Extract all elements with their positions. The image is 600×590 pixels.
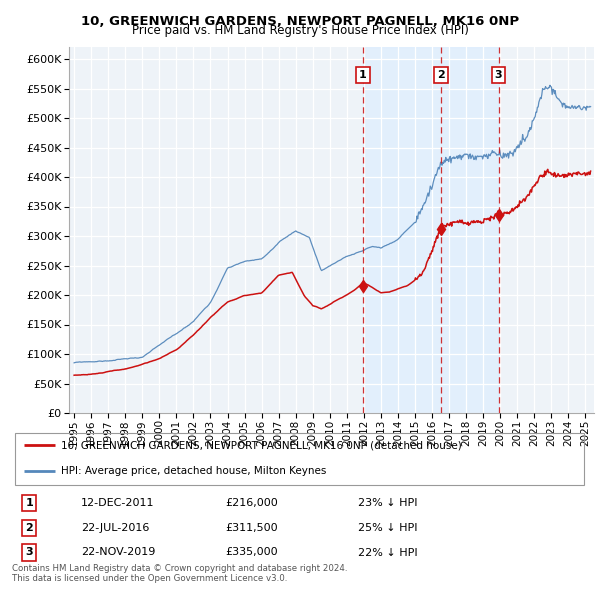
Text: 3: 3 bbox=[495, 70, 502, 80]
Bar bbox=[363, 47, 499, 413]
Text: 1: 1 bbox=[359, 70, 367, 80]
Text: 10, GREENWICH GARDENS, NEWPORT PAGNELL, MK16 0NP: 10, GREENWICH GARDENS, NEWPORT PAGNELL, … bbox=[81, 15, 519, 28]
Text: £311,500: £311,500 bbox=[225, 523, 278, 533]
Text: 10, GREENWICH GARDENS, NEWPORT PAGNELL, MK16 0NP (detached house): 10, GREENWICH GARDENS, NEWPORT PAGNELL, … bbox=[61, 440, 462, 450]
Text: 25% ↓ HPI: 25% ↓ HPI bbox=[358, 523, 417, 533]
Text: 23% ↓ HPI: 23% ↓ HPI bbox=[358, 498, 417, 508]
Text: 1: 1 bbox=[25, 498, 33, 508]
Text: £335,000: £335,000 bbox=[225, 548, 278, 558]
Text: Contains HM Land Registry data © Crown copyright and database right 2024.
This d: Contains HM Land Registry data © Crown c… bbox=[12, 563, 347, 583]
Text: 22-JUL-2016: 22-JUL-2016 bbox=[81, 523, 149, 533]
Text: 22-NOV-2019: 22-NOV-2019 bbox=[81, 548, 155, 558]
Text: HPI: Average price, detached house, Milton Keynes: HPI: Average price, detached house, Milt… bbox=[61, 466, 326, 476]
Text: 3: 3 bbox=[25, 548, 33, 558]
Text: 2: 2 bbox=[25, 523, 33, 533]
Text: Price paid vs. HM Land Registry's House Price Index (HPI): Price paid vs. HM Land Registry's House … bbox=[131, 24, 469, 37]
Text: £216,000: £216,000 bbox=[225, 498, 278, 508]
Text: 12-DEC-2011: 12-DEC-2011 bbox=[81, 498, 155, 508]
Text: 22% ↓ HPI: 22% ↓ HPI bbox=[358, 548, 417, 558]
Text: 2: 2 bbox=[437, 70, 445, 80]
